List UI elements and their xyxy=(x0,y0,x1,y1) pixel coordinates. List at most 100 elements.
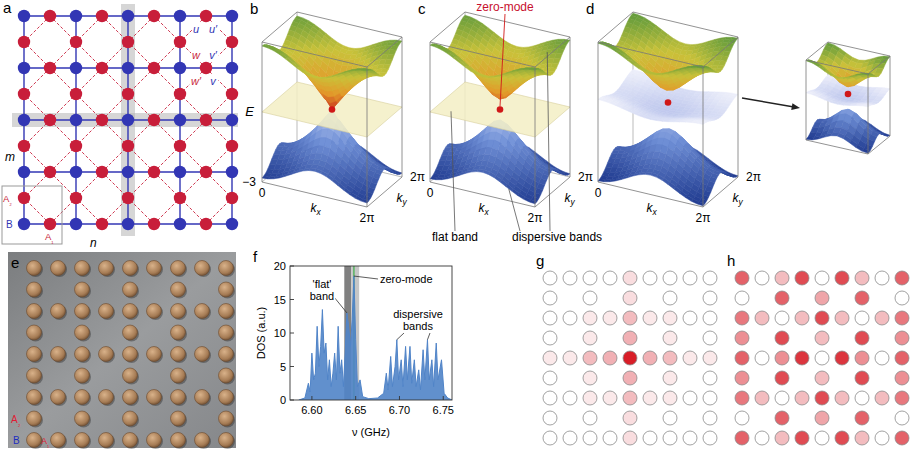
site-b xyxy=(70,62,82,74)
site-a xyxy=(226,140,238,152)
upper-band xyxy=(465,66,473,71)
label-subscript: x xyxy=(484,207,490,217)
site-b xyxy=(122,218,134,230)
label: 2π xyxy=(360,211,375,225)
site-b xyxy=(226,62,238,74)
upper-band xyxy=(494,74,502,77)
site-a xyxy=(44,62,56,74)
site-a xyxy=(96,166,108,178)
site-b xyxy=(226,218,238,230)
leader-line xyxy=(547,52,550,231)
box-edge xyxy=(535,67,536,207)
label-subscript: ₂ xyxy=(9,199,12,206)
label-patch xyxy=(208,48,219,62)
site-a xyxy=(18,36,30,48)
zero-mode-dot xyxy=(329,106,336,113)
site-a xyxy=(70,140,82,152)
label: zero-mode xyxy=(476,0,534,14)
site-a xyxy=(148,166,160,178)
upper-band xyxy=(459,61,467,67)
site-a xyxy=(96,218,108,230)
site-a xyxy=(96,114,108,126)
upper-band xyxy=(291,62,299,68)
site-b xyxy=(18,10,30,22)
label: −3 xyxy=(242,175,256,189)
site-a xyxy=(122,88,134,100)
site-b xyxy=(70,218,82,230)
site-b xyxy=(18,166,30,178)
label: ky xyxy=(397,191,408,207)
site-a xyxy=(44,114,56,126)
label: u xyxy=(193,23,199,35)
site-a xyxy=(148,62,160,74)
site-a xyxy=(200,10,212,22)
box-edge xyxy=(297,12,402,37)
upper-band xyxy=(280,53,288,59)
site-b xyxy=(122,10,134,22)
site-a xyxy=(148,10,160,22)
figure: aA₂BA₁mnuu′v′vww′b02πkx2πkyE−3c02πkx2πky… xyxy=(0,0,919,453)
site-a xyxy=(44,10,56,22)
upper-band xyxy=(361,69,369,71)
site-a xyxy=(200,62,212,74)
flat-band xyxy=(430,82,570,137)
site-a xyxy=(226,88,238,100)
site-a xyxy=(174,192,186,204)
site-b xyxy=(174,10,186,22)
label: dispersive bands xyxy=(512,230,602,244)
label: v′ xyxy=(209,49,218,61)
box-edge xyxy=(570,37,571,177)
upper-band xyxy=(529,69,537,71)
label: flat band xyxy=(432,230,478,244)
site-a xyxy=(122,140,134,152)
label-subscript: y xyxy=(570,197,576,207)
site-b xyxy=(18,62,30,74)
site-a xyxy=(70,192,82,204)
site-a xyxy=(200,166,212,178)
site-a xyxy=(70,36,82,48)
box-edge xyxy=(430,42,535,67)
label: w′ xyxy=(191,75,202,87)
upper-band xyxy=(303,71,311,75)
upper-band xyxy=(529,68,537,70)
label: m xyxy=(5,150,15,164)
label: u′ xyxy=(209,23,218,35)
label: n xyxy=(90,236,97,250)
label-patch xyxy=(209,74,218,88)
highlight-column xyxy=(121,4,135,236)
panel-a: aA₂BA₁mnuu′v′vww′ xyxy=(2,0,238,250)
site-b xyxy=(70,166,82,178)
label: 2π xyxy=(528,211,543,225)
label: c xyxy=(418,0,426,17)
label: kx xyxy=(311,201,322,217)
site-a xyxy=(174,36,186,48)
label: A₁ xyxy=(45,231,54,244)
site-a xyxy=(226,36,238,48)
site-a xyxy=(226,192,238,204)
band-panel: c02πkx2πkyzero-modeflat banddispersive b… xyxy=(418,0,602,244)
label: d xyxy=(586,0,594,17)
label: a xyxy=(3,0,12,16)
leader-line xyxy=(500,14,505,107)
site-a xyxy=(122,36,134,48)
site-a xyxy=(174,140,186,152)
site-b xyxy=(174,114,186,126)
label: b xyxy=(250,0,258,17)
label: A₂ xyxy=(3,193,12,206)
unit-cell-box xyxy=(2,186,62,244)
site-a xyxy=(200,114,212,126)
box-edge xyxy=(430,12,465,42)
site-a xyxy=(18,192,30,204)
lower-band xyxy=(697,202,705,206)
site-a xyxy=(148,218,160,230)
label: ky xyxy=(565,191,576,207)
site-b xyxy=(226,166,238,178)
site-a xyxy=(70,88,82,100)
site-a xyxy=(44,218,56,230)
site-b xyxy=(122,114,134,126)
lower-band xyxy=(361,199,369,203)
site-a xyxy=(96,62,108,74)
box-edge xyxy=(367,37,402,67)
label-subscript: ₁ xyxy=(51,237,54,244)
label-subscript: y xyxy=(402,197,408,207)
